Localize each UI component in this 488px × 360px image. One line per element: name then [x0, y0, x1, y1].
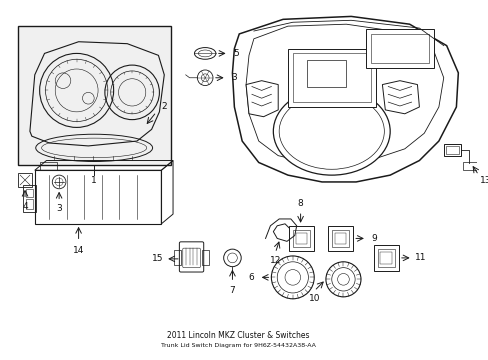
Bar — [174, 250, 181, 265]
Bar — [40, 162, 57, 170]
Text: 5: 5 — [233, 49, 239, 58]
Text: 10: 10 — [308, 294, 319, 303]
Text: 1: 1 — [91, 176, 97, 185]
Bar — [373, 245, 398, 271]
Bar — [35, 170, 161, 224]
Text: 3: 3 — [231, 73, 237, 82]
Bar — [443, 144, 460, 156]
Polygon shape — [245, 81, 278, 117]
Bar — [292, 53, 370, 102]
Bar — [18, 26, 171, 165]
Text: 13: 13 — [479, 176, 488, 185]
Text: 2011 Lincoln MKZ Cluster & Switches: 2011 Lincoln MKZ Cluster & Switches — [167, 331, 309, 340]
Bar — [295, 233, 307, 244]
Bar — [445, 146, 458, 154]
Text: 4: 4 — [22, 202, 28, 211]
Text: 8: 8 — [297, 199, 303, 208]
Text: 3: 3 — [56, 204, 62, 213]
Text: 7: 7 — [229, 285, 235, 294]
Text: 12: 12 — [269, 256, 281, 265]
Text: 6: 6 — [247, 273, 253, 282]
Text: 11: 11 — [414, 253, 425, 262]
Text: 15: 15 — [151, 255, 163, 264]
Text: 2: 2 — [161, 103, 167, 112]
Bar — [26, 199, 33, 209]
Text: Trunk Lid Switch Diagram for 9H6Z-54432A38-AA: Trunk Lid Switch Diagram for 9H6Z-54432A… — [161, 343, 315, 348]
Bar — [462, 162, 476, 170]
Ellipse shape — [273, 87, 389, 175]
Bar — [380, 252, 391, 264]
Polygon shape — [382, 81, 419, 114]
Bar — [292, 230, 310, 247]
Bar — [334, 233, 346, 244]
Text: 14: 14 — [73, 246, 84, 255]
Bar — [370, 34, 428, 63]
Bar — [327, 226, 352, 251]
Bar — [202, 250, 209, 265]
Bar — [377, 249, 394, 267]
Bar — [23, 185, 36, 212]
Bar — [365, 29, 433, 68]
Text: 9: 9 — [371, 234, 377, 243]
Bar — [307, 60, 346, 87]
Bar — [288, 226, 314, 251]
Bar — [26, 189, 33, 197]
Bar — [287, 49, 375, 107]
Bar — [331, 230, 348, 247]
Bar — [18, 173, 32, 187]
